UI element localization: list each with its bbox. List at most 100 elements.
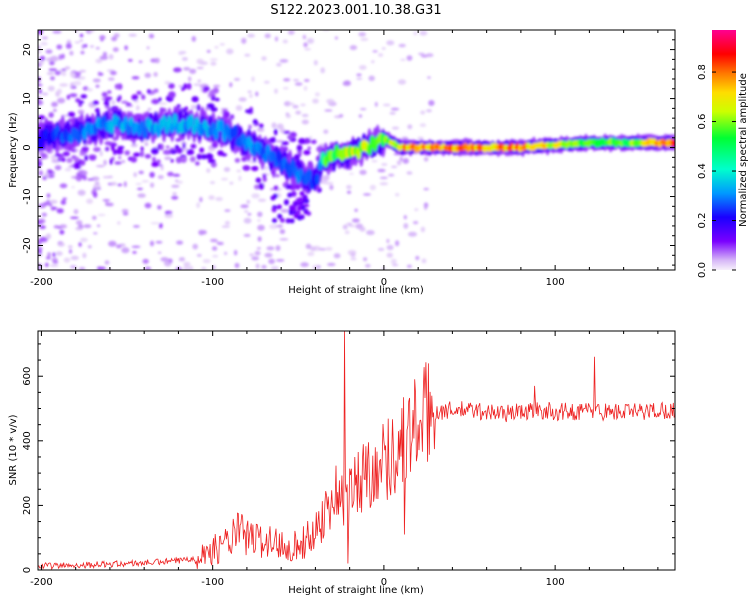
heatmap-noise-cell [99, 35, 106, 40]
heatmap-cell [310, 139, 317, 144]
heatmap-noise-cell [77, 189, 86, 196]
heatmap-noise-cell [359, 169, 367, 175]
heatmap-noise-cell [138, 60, 143, 63]
heatmap-noise-cell [105, 201, 109, 206]
heatmap-cell [186, 149, 195, 156]
heatmap-cell [75, 98, 81, 103]
heatmap-ridge-cell [188, 114, 194, 127]
heatmap-noise-cell [78, 242, 82, 247]
heatmap-cell [279, 217, 285, 223]
spectrogram-ytick-label: 10 [22, 92, 33, 105]
heatmap-noise-cell [417, 136, 424, 140]
heatmap-noise-cell [49, 202, 53, 207]
heatmap-noise-cell [172, 173, 181, 177]
heatmap-noise-cell [121, 100, 129, 104]
heatmap-noise-cell [108, 240, 117, 247]
heatmap-noise-cell [271, 122, 277, 129]
heatmap-cell [107, 90, 112, 94]
heatmap-noise-cell [93, 147, 101, 152]
heatmap-noise-cell [349, 172, 354, 175]
heatmap-noise-cell [70, 265, 77, 269]
heatmap-noise-cell [69, 71, 76, 78]
heatmap-cell [262, 173, 267, 178]
heatmap-noise-cell [124, 45, 128, 51]
heatmap-noise-cell [359, 65, 367, 70]
heatmap-cell [276, 204, 282, 210]
heatmap-cell [170, 149, 177, 155]
heatmap-noise-cell [257, 224, 265, 231]
heatmap-noise-cell [233, 249, 238, 256]
heatmap-noise-cell [154, 57, 160, 64]
heatmap-noise-cell [116, 244, 122, 249]
heatmap-noise-cell [108, 77, 115, 81]
heatmap-noise-cell [363, 193, 371, 196]
heatmap-cell [144, 154, 152, 159]
heatmap-noise-cell [38, 83, 43, 87]
heatmap-noise-cell [206, 49, 211, 53]
snr-axes: -200 -100 0 100 0 200 400 600 [22, 331, 675, 588]
heatmap-noise-cell [419, 30, 428, 36]
heatmap-noise-cell [176, 180, 183, 184]
heatmap-cell [277, 213, 283, 219]
heatmap-noise-cell [52, 252, 56, 257]
heatmap-noise-cell [346, 185, 352, 190]
heatmap-noise-cell [56, 44, 63, 50]
heatmap-cell [125, 102, 132, 106]
heatmap-noise-cell [132, 251, 137, 254]
heatmap-noise-cell [206, 168, 211, 173]
heatmap-noise-cell [197, 79, 202, 83]
heatmap-noise-cell [39, 236, 48, 243]
heatmap-cell [168, 91, 176, 99]
heatmap-noise-cell [66, 157, 73, 163]
heatmap-noise-cell [47, 252, 51, 257]
heatmap-noise-cell [288, 102, 295, 106]
colorbar-tick-label: 0.4 [697, 163, 708, 179]
heatmap-noise-cell [40, 41, 48, 46]
heatmap-noise-cell [285, 113, 291, 119]
heatmap-cell [139, 150, 145, 158]
heatmap-noise-cell [257, 236, 262, 242]
heatmap-cell [211, 141, 218, 149]
heatmap-noise-cell [339, 114, 344, 118]
heatmap-cell [287, 192, 293, 198]
colorbar-tick-label: 0.8 [697, 64, 708, 80]
heatmap-noise-cell [326, 98, 335, 104]
heatmap-noise-cell [173, 67, 182, 73]
heatmap-noise-cell [196, 58, 204, 64]
heatmap-noise-cell [358, 32, 367, 37]
heatmap-noise-cell [111, 36, 118, 42]
heatmap-cell [270, 195, 276, 201]
colorbar-tick-label: 0.2 [697, 213, 708, 229]
heatmap-noise-cell [196, 66, 204, 70]
heatmap-noise-cell [310, 246, 316, 252]
heatmap-noise-cell [318, 248, 327, 251]
heatmap-ridge-cell [671, 139, 675, 147]
snr-xtick-label: -100 [201, 577, 224, 588]
heatmap-noise-cell [80, 50, 85, 55]
spectrogram-ytick-label: 20 [22, 43, 33, 56]
snr-xtick-label: 100 [546, 577, 565, 588]
heatmap-noise-cell [371, 160, 378, 163]
heatmap-cell [285, 184, 291, 190]
heatmap-noise-cell [426, 109, 432, 113]
heatmap-noise-cell [276, 259, 285, 262]
heatmap-noise-cell [209, 58, 218, 61]
figure-title: S122.2023.001.10.38.G31 [270, 3, 441, 18]
heatmap-noise-cell [75, 220, 83, 225]
heatmap-noise-cell [247, 90, 252, 94]
heatmap-noise-cell [150, 182, 155, 188]
heatmap-noise-cell [342, 224, 348, 230]
heatmap-cell [303, 209, 309, 215]
heatmap-cell [180, 156, 187, 163]
heatmap-noise-cell [257, 211, 263, 217]
heatmap-noise-cell [312, 98, 319, 104]
heatmap-noise-cell [198, 229, 205, 236]
heatmap-noise-cell [229, 181, 234, 185]
heatmap-noise-cell [193, 83, 201, 86]
heatmap-noise-cell [45, 262, 49, 267]
heatmap-cell [141, 94, 146, 100]
heatmap-cell [303, 149, 311, 156]
heatmap-cell [190, 143, 197, 149]
heatmap-noise-cell [264, 33, 271, 39]
heatmap-cell [295, 184, 301, 190]
